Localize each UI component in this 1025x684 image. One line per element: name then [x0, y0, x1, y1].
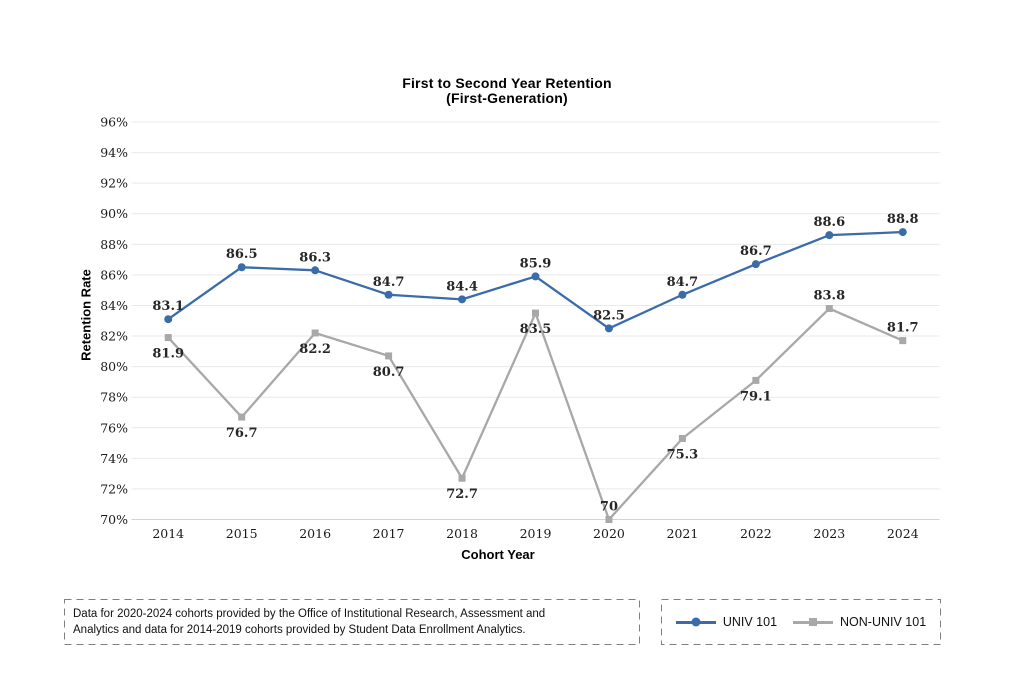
data-point [678, 290, 687, 299]
y-tick-label: 82% [100, 329, 128, 344]
data-point-label: 76.7 [226, 426, 258, 441]
y-tick-label: 76% [100, 420, 128, 435]
legend-box: UNIV 101 NON-UNIV 101 [661, 599, 941, 645]
y-tick-label: 70% [100, 512, 128, 527]
footnote-box: Data for 2020-2024 cohorts provided by t… [64, 599, 640, 645]
data-point [605, 516, 613, 523]
x-tick-label: 2015 [226, 526, 258, 541]
x-tick-label: 2020 [593, 526, 625, 541]
data-point [751, 260, 760, 269]
data-point [898, 228, 907, 237]
data-point-label: 70 [600, 500, 618, 515]
data-point-label: 85.9 [520, 256, 552, 271]
data-point-label: 81.7 [887, 321, 919, 336]
data-point-label: 83.5 [520, 322, 552, 337]
data-point [238, 413, 246, 421]
data-point-label: 83.1 [152, 299, 184, 314]
x-tick-label: 2016 [299, 526, 331, 541]
data-point [237, 263, 246, 272]
legend-label: NON-UNIV 101 [840, 615, 927, 629]
y-tick-label: 92% [100, 176, 128, 191]
data-point-label: 88.6 [813, 215, 845, 230]
x-tick-label: 2023 [813, 526, 845, 541]
x-tick-label: 2018 [446, 526, 478, 541]
data-point [825, 305, 833, 313]
data-point-label: 84.7 [373, 275, 405, 290]
x-axis-title: Cohort Year [461, 547, 535, 562]
y-tick-label: 88% [100, 237, 128, 252]
data-point-label: 86.3 [299, 250, 331, 265]
data-point [458, 474, 466, 482]
data-point-label: 84.7 [667, 275, 699, 290]
legend-border [661, 599, 941, 645]
data-point [164, 315, 173, 324]
y-tick-label: 72% [100, 481, 128, 496]
data-point-label: 84.4 [446, 279, 478, 294]
data-point [678, 434, 686, 442]
data-point [604, 324, 613, 333]
data-point [825, 231, 834, 240]
data-point [385, 352, 393, 360]
x-tick-label: 2014 [152, 526, 184, 541]
footnote-border [64, 599, 640, 645]
data-point-label: 86.7 [740, 244, 772, 259]
data-point [458, 295, 467, 304]
data-point-label: 75.3 [667, 447, 699, 462]
y-tick-label: 86% [100, 267, 128, 282]
x-tick-label: 2024 [887, 526, 919, 541]
data-point [752, 376, 760, 384]
data-point-label: 72.7 [446, 487, 478, 502]
data-point [532, 309, 539, 317]
data-point-label: 82.2 [299, 342, 331, 357]
legend-item-univ-101: UNIV 101 [675, 615, 778, 629]
data-point-label: 83.8 [813, 289, 845, 304]
legend-swatch [675, 616, 716, 628]
data-point-label: 81.9 [152, 347, 184, 362]
x-tick-label: 2017 [373, 526, 405, 541]
y-axis-title: Retention Rate [78, 269, 94, 361]
legend-swatch [793, 616, 834, 628]
data-point [384, 290, 393, 299]
data-point-label: 88.8 [887, 212, 919, 227]
y-tick-label: 94% [100, 145, 128, 160]
data-point [531, 272, 540, 281]
series-line-non-univ-101 [167, 307, 904, 521]
legend-label: UNIV 101 [722, 615, 778, 629]
chart-title-line1: First to Second Year Retention [402, 75, 612, 91]
y-tick-label: 74% [100, 451, 128, 466]
y-tick-label: 80% [100, 359, 128, 374]
x-tick-label: 2021 [667, 526, 699, 541]
y-tick-label: 96% [100, 115, 128, 130]
footnote-text-line1: Data for 2020-2024 cohorts provided by t… [73, 608, 546, 620]
legend-circle-marker-icon [691, 617, 701, 627]
x-tick-label: 2022 [740, 526, 772, 541]
data-point [311, 266, 320, 275]
data-point [311, 329, 319, 337]
legend-item-non-univ-101: NON-UNIV 101 [793, 615, 926, 629]
data-point-label: 86.5 [226, 247, 258, 262]
data-point [164, 334, 172, 342]
y-tick-label: 84% [100, 298, 128, 313]
x-tick-label: 2019 [520, 526, 552, 541]
y-tick-label: 78% [100, 390, 128, 405]
data-point-label: 80.7 [373, 365, 405, 380]
y-tick-label: 90% [100, 206, 128, 221]
data-point-label: 79.1 [740, 389, 772, 404]
chart-title-line2: (First-Generation) [446, 90, 568, 106]
data-point [899, 337, 907, 345]
footnote-text-line2: Analytics and data for 2014-2019 cohorts… [73, 624, 526, 636]
legend-square-marker-icon [809, 618, 818, 626]
data-point-label: 82.5 [593, 308, 625, 323]
